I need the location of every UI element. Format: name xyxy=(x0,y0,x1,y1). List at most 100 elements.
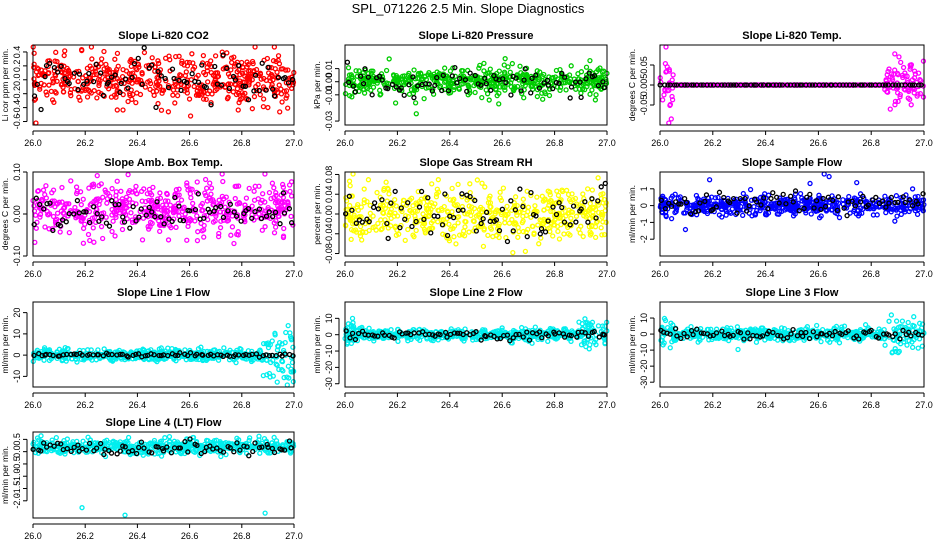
data-point xyxy=(545,188,551,194)
data-point xyxy=(42,224,48,230)
data-point xyxy=(110,218,116,224)
data-point xyxy=(353,68,359,74)
data-point xyxy=(503,73,510,80)
data-point xyxy=(542,196,548,202)
data-point xyxy=(561,219,568,225)
data-point xyxy=(536,329,543,335)
data-point xyxy=(887,106,893,112)
data-point xyxy=(243,351,249,358)
data-point xyxy=(779,82,786,88)
data-point xyxy=(593,69,600,75)
data-point xyxy=(410,232,416,238)
data-point xyxy=(514,83,521,90)
data-point xyxy=(435,213,441,220)
data-point xyxy=(672,82,678,88)
data-point xyxy=(133,351,139,358)
data-point xyxy=(479,180,485,186)
data-point xyxy=(157,190,163,196)
x-tick-label: 26.0 xyxy=(24,400,42,410)
data-point xyxy=(123,68,130,74)
data-point xyxy=(351,212,357,218)
data-point xyxy=(573,219,579,225)
data-point xyxy=(597,65,603,71)
data-point xyxy=(455,220,461,226)
data-point xyxy=(167,202,173,208)
data-point xyxy=(895,98,901,104)
data-point xyxy=(702,198,708,205)
data-point xyxy=(84,94,91,100)
data-point xyxy=(912,194,918,200)
data-point xyxy=(278,91,285,97)
data-point xyxy=(204,68,211,74)
data-point xyxy=(658,197,665,203)
data-point xyxy=(43,89,49,95)
x-tick-label: 27.0 xyxy=(285,400,303,410)
data-point xyxy=(346,79,352,86)
y-tick-label: 10 xyxy=(12,329,22,339)
y-tick-label: 0.01 xyxy=(324,60,334,78)
data-point xyxy=(41,206,47,212)
data-point xyxy=(520,196,527,202)
data-point xyxy=(589,222,595,228)
data-point xyxy=(466,229,472,235)
data-point xyxy=(916,82,922,88)
data-point xyxy=(721,204,728,210)
data-point xyxy=(894,213,900,219)
data-point xyxy=(876,200,883,207)
data-point xyxy=(236,99,242,106)
data-point xyxy=(488,87,494,93)
data-point xyxy=(96,82,102,89)
data-point xyxy=(580,233,586,240)
data-point xyxy=(668,116,674,122)
data-point xyxy=(797,191,804,197)
data-point xyxy=(371,78,378,85)
data-point xyxy=(740,207,747,213)
data-point xyxy=(253,87,260,94)
data-point xyxy=(517,186,523,192)
data-point xyxy=(601,196,607,203)
data-point xyxy=(480,243,487,250)
data-point xyxy=(520,218,526,224)
data-point xyxy=(83,209,89,215)
data-point xyxy=(135,55,141,62)
data-point xyxy=(727,209,733,215)
data-point xyxy=(528,190,534,196)
data-point xyxy=(201,215,207,221)
y-axis: -0.03-0.010.000.01 xyxy=(324,60,340,131)
x-tick-label: 26.6 xyxy=(181,400,199,410)
data-point xyxy=(841,205,847,211)
data-point xyxy=(276,366,282,373)
data-point xyxy=(117,89,123,95)
data-point xyxy=(172,352,179,359)
data-point xyxy=(472,72,478,79)
data-point xyxy=(470,337,476,343)
data-point xyxy=(788,193,794,199)
data-point xyxy=(96,201,102,208)
data-point xyxy=(532,203,538,209)
data-point xyxy=(792,188,799,194)
data-point xyxy=(132,73,138,80)
y-tick-label: 0.10 xyxy=(12,163,22,181)
data-point xyxy=(353,333,359,339)
data-point xyxy=(535,222,541,228)
data-point xyxy=(752,210,759,216)
data-point xyxy=(260,191,266,197)
chart-title: Slope Li-820 Temp. xyxy=(742,30,841,42)
y-tick-label: -2 xyxy=(639,235,649,243)
data-point xyxy=(184,180,190,186)
data-point xyxy=(394,331,400,338)
data-point xyxy=(774,211,780,217)
data-point xyxy=(288,369,294,375)
data-point xyxy=(583,343,589,350)
data-point xyxy=(223,349,229,356)
data-point xyxy=(513,75,519,81)
data-point xyxy=(129,96,135,103)
data-point xyxy=(99,214,105,220)
data-point xyxy=(456,85,462,91)
data-point xyxy=(46,70,52,76)
data-point xyxy=(237,345,243,352)
data-point xyxy=(727,199,733,206)
data-point xyxy=(31,50,37,56)
data-point xyxy=(804,194,810,200)
data-point xyxy=(279,341,285,347)
